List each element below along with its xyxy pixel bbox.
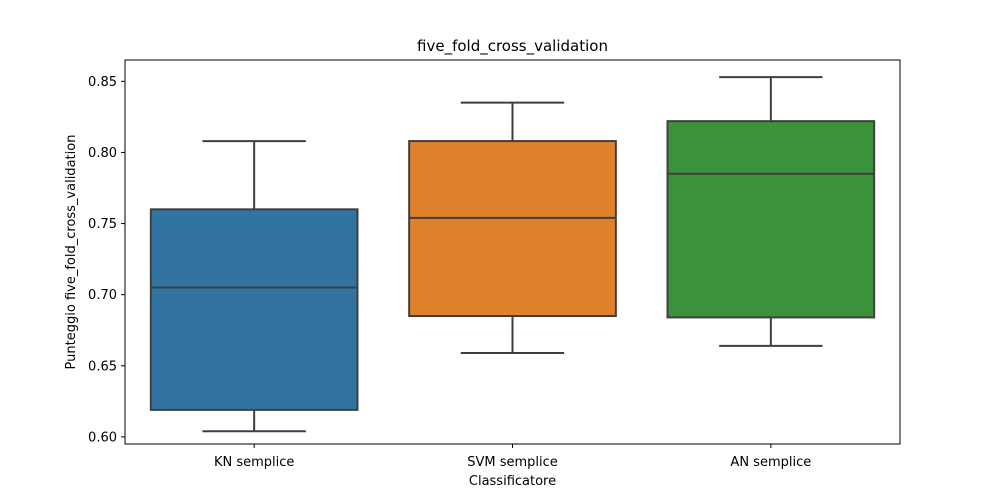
box-group: [149, 140, 359, 433]
y-axis-ticks: 0.60 0.65 0.70 0.75 0.80 0.85: [88, 75, 125, 445]
y-tick-label: 0.75: [88, 217, 117, 232]
chart-title: five_fold_cross_validation: [417, 37, 608, 56]
box-group: [666, 76, 876, 347]
plot-frame: [124, 59, 901, 445]
y-tick-label: 0.60: [88, 430, 117, 445]
y-tick-label: 0.70: [88, 288, 117, 303]
y-tick-label: 0.65: [88, 359, 117, 374]
box-iqr: [408, 140, 617, 317]
x-axis-ticks: KN semplice SVM semplice AN semplice: [214, 444, 811, 470]
box-iqr: [149, 208, 359, 411]
y-axis-label: Punteggio five_fold_cross_validation: [64, 135, 79, 370]
x-tick-label: AN semplice: [730, 455, 811, 470]
x-tick-label: KN semplice: [214, 455, 294, 470]
x-tick-label: SVM semplice: [467, 455, 558, 470]
y-tick-label: 0.80: [88, 146, 117, 161]
x-axis-label: Classificatore: [469, 474, 556, 489]
plot-area: [149, 76, 876, 433]
box-group: [408, 101, 617, 354]
y-tick-label: 0.85: [88, 75, 117, 90]
box-iqr: [666, 120, 876, 319]
